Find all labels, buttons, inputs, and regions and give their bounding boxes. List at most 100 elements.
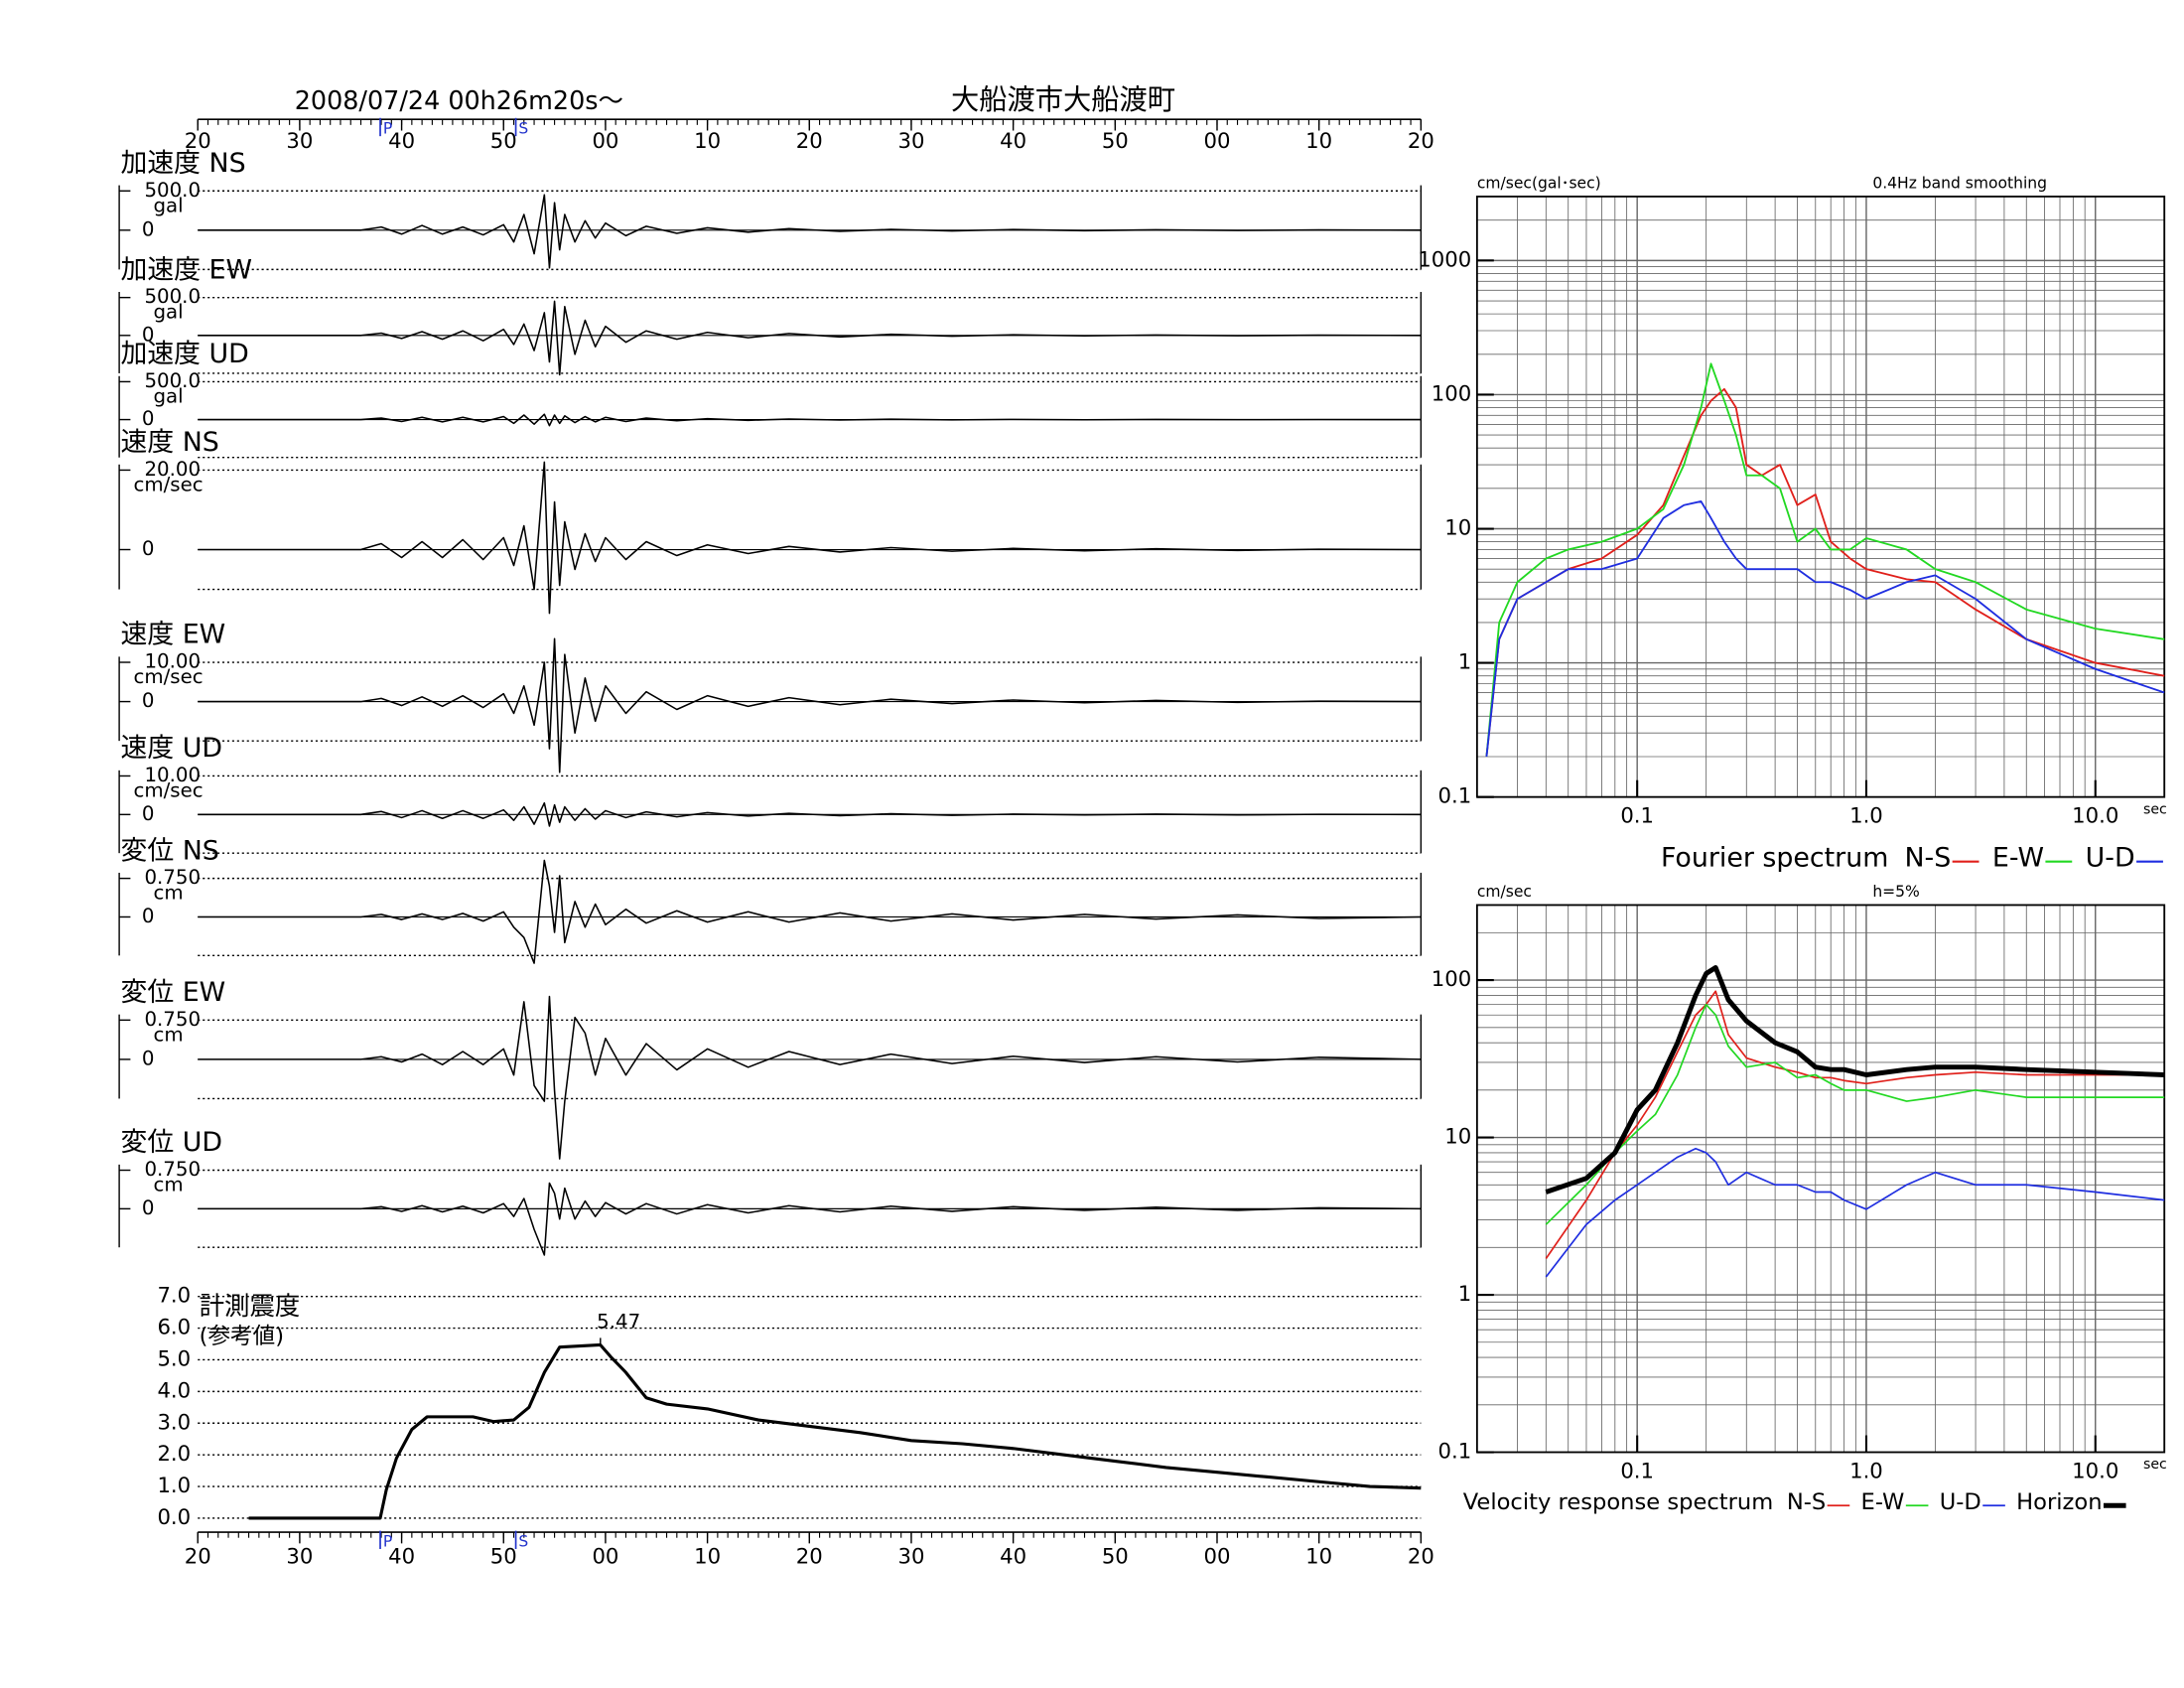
y-tick-label: 0 (142, 1047, 155, 1069)
x-tick-label: 50 (1102, 128, 1129, 153)
x-tick-label: 20 (1408, 1543, 1434, 1568)
x-tick-label: 40 (388, 128, 415, 153)
waveform-trace (198, 300, 1422, 376)
legend-label: N-S (1787, 1489, 1826, 1515)
waveform-trace (198, 461, 1422, 615)
y-tick-label: 2.0 (157, 1441, 191, 1466)
trace-unit: cm (153, 1023, 183, 1046)
trace-unit: cm (153, 1174, 183, 1196)
y-tick-label: 500.0 (144, 179, 201, 202)
trace-unit: gal (153, 384, 183, 407)
x-tick-label: 00 (1204, 128, 1231, 153)
phase-label: P (383, 120, 392, 138)
y-tick-label: 0 (142, 802, 155, 825)
y-tick-label: 4.0 (157, 1377, 191, 1402)
x-tick-label: 30 (897, 1543, 924, 1568)
y-tick-label: 0.1 (1438, 1439, 1472, 1464)
plot-frame (1475, 904, 2166, 1454)
trace-label: 速度 EW (121, 620, 226, 650)
x-tick-label: 20 (185, 1543, 211, 1568)
x-tick-label: 1.0 (1849, 802, 1883, 827)
phase-label: S (518, 120, 528, 138)
spectrum-line (1485, 500, 2165, 758)
y-tick-label: 0 (142, 905, 155, 927)
spectrum-line (1485, 387, 2165, 758)
trace-label: 変位 UD (121, 1127, 222, 1158)
y-tick-label: 100 (1432, 966, 1471, 991)
y-tick-label: 0 (142, 537, 155, 560)
x-tick-label: 0.1 (1620, 1458, 1654, 1482)
phase-label: S (518, 1532, 528, 1550)
y-tick-label: 20.00 (144, 458, 201, 481)
x-tick-label: 0.1 (1620, 802, 1654, 827)
trace-label: 変位 EW (121, 977, 226, 1008)
x-tick-label: 30 (286, 128, 313, 153)
spectrum-line (1545, 990, 2165, 1260)
x-tick-label: 1.0 (1849, 1458, 1883, 1482)
legend-label: U-D (1940, 1489, 1981, 1515)
y-tick-label: 0.750 (144, 1158, 201, 1181)
trace-label: 加速度 EW (121, 254, 253, 285)
legend-label: Horizon (2016, 1489, 2102, 1515)
x-tick-label: 20 (796, 1543, 823, 1568)
x-tick-label: 10 (694, 1543, 721, 1568)
y-tick-label: 500.0 (144, 369, 201, 392)
y-tick-label: 10.00 (144, 764, 201, 786)
x-tick-label: 40 (1000, 1543, 1026, 1568)
x-axis-label: sec (2143, 1457, 2167, 1473)
y-tick-label: 3.0 (157, 1409, 191, 1434)
legend-label: N-S (1904, 842, 1951, 873)
y-tick-label: 10 (1444, 1124, 1471, 1149)
y-tick-label: 0 (142, 407, 155, 430)
x-tick-label: 40 (388, 1543, 415, 1568)
x-tick-label: 00 (592, 128, 618, 153)
intensity-line (248, 1342, 1422, 1520)
x-tick-label: 50 (1102, 1543, 1129, 1568)
x-tick-label: 30 (897, 128, 924, 153)
x-tick-label: 00 (592, 1543, 618, 1568)
x-tick-label: 10 (1305, 128, 1332, 153)
legend-title: Fourier spectrum (1661, 842, 1888, 873)
y-tick-label: 1 (1458, 649, 1471, 674)
y-tick-label: 0.750 (144, 1008, 201, 1031)
y-tick-label: 0 (142, 323, 155, 346)
y-tick-label: 0 (142, 689, 155, 712)
x-tick-label: 20 (1408, 128, 1434, 153)
y-tick-label: 0 (142, 1196, 155, 1219)
trace-unit: cm/sec (134, 779, 204, 802)
phase-label: P (383, 1532, 392, 1550)
trace-label: 速度 NS (121, 427, 219, 458)
legend-label: E-W (1992, 842, 2044, 873)
trace-label: 加速度 NS (121, 148, 246, 179)
trace-unit: cm/sec (134, 473, 204, 495)
y-tick-label: 7.0 (157, 1283, 191, 1308)
y-tick-label: 0.0 (157, 1504, 191, 1529)
x-tick-label: 50 (490, 1543, 517, 1568)
y-tick-label: 0.750 (144, 866, 201, 889)
y-tick-label: 5.0 (157, 1345, 191, 1370)
waveform-trace (198, 637, 1422, 774)
x-tick-label: 10 (694, 128, 721, 153)
intensity-title: 計測震度 (200, 1291, 301, 1321)
trace-unit: cm (153, 882, 183, 905)
waveform-trace (198, 995, 1422, 1160)
station-name: 大船渡市大船渡町 (951, 83, 1175, 116)
x-tick-label: 30 (286, 1543, 313, 1568)
trace-label: 加速度 UD (121, 339, 249, 369)
legend-label: U-D (2086, 842, 2135, 873)
plot-note: 0.4Hz band smoothing (1872, 175, 2047, 193)
waveform-trace (198, 1182, 1422, 1256)
trace-unit: gal (153, 194, 183, 216)
y-tick-label: 500.0 (144, 285, 201, 308)
spectrum-line (1545, 1147, 2165, 1278)
x-tick-label: 00 (1204, 1543, 1231, 1568)
spectrum-line (1485, 362, 2165, 758)
waveform-trace (198, 801, 1422, 827)
y-tick-label: 1 (1458, 1281, 1471, 1306)
trace-unit: gal (153, 301, 183, 324)
waveform-trace (198, 194, 1422, 269)
x-tick-label: 10.0 (2072, 1458, 2118, 1482)
waveform-trace (198, 413, 1422, 427)
